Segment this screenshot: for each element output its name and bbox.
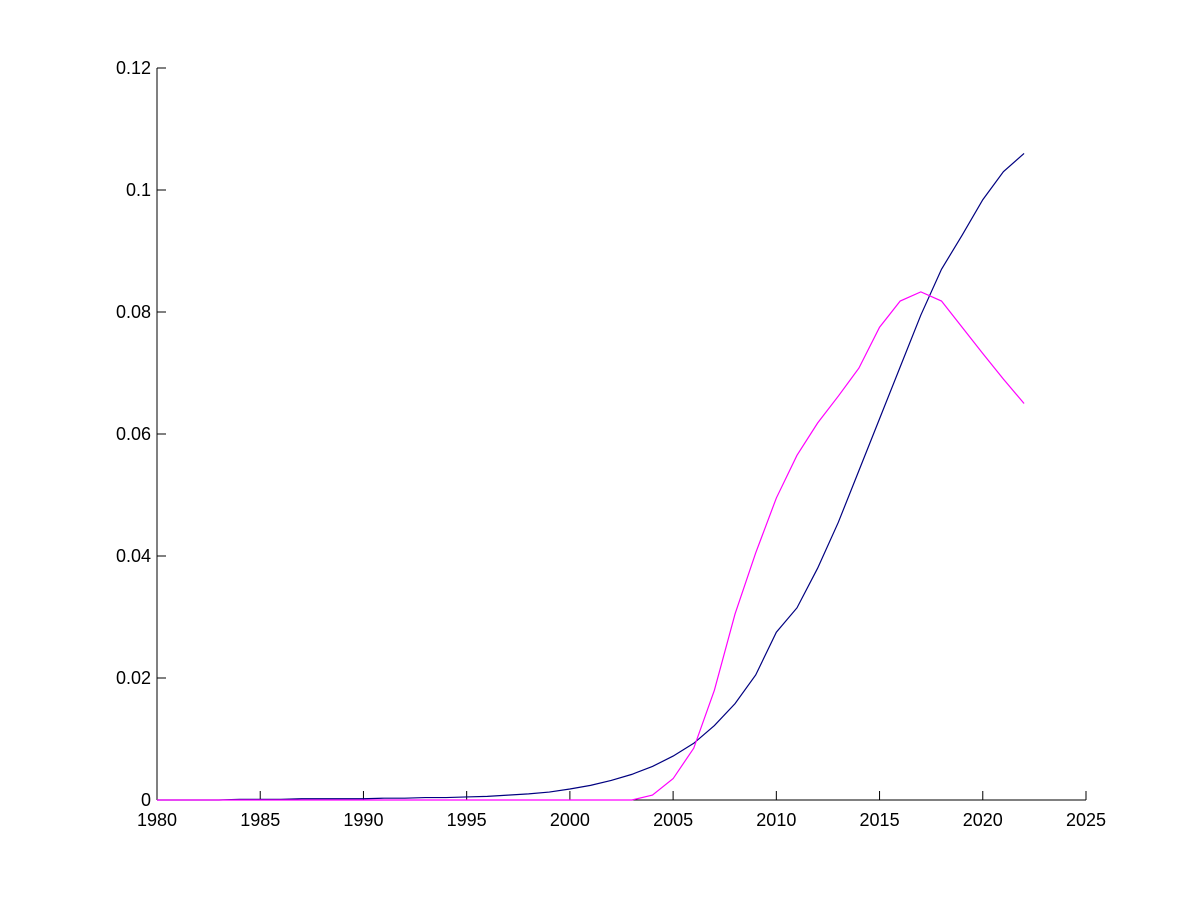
x-tick-label: 1980: [137, 810, 177, 830]
series-line: [157, 291, 1025, 801]
y-tick-label: 0.08: [116, 302, 151, 322]
x-tick-label: 2015: [860, 810, 900, 830]
y-tick-label: 0.06: [116, 424, 151, 444]
series-line: [157, 152, 1025, 801]
x-tick-label: 1990: [343, 810, 383, 830]
x-tick-label: 2025: [1066, 810, 1106, 830]
x-tick-label: 1995: [447, 810, 487, 830]
y-tick-label: 0.1: [126, 180, 151, 200]
y-tick-label: 0.02: [116, 668, 151, 688]
x-tick-label: 2005: [653, 810, 693, 830]
x-tick-label: 2020: [963, 810, 1003, 830]
x-tick-label: 2000: [550, 810, 590, 830]
y-tick-label: 0: [141, 790, 151, 810]
y-tick-label: 0.04: [116, 546, 151, 566]
y-tick-label: 0.12: [116, 58, 151, 78]
x-tick-label: 2010: [756, 810, 796, 830]
x-tick-label: 1985: [240, 810, 280, 830]
